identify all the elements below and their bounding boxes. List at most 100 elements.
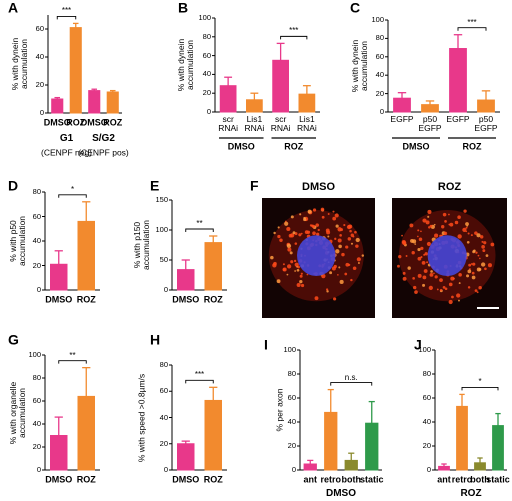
x-tick-label: DMSO — [172, 474, 200, 485]
organelle-dot — [311, 224, 315, 229]
bar — [77, 395, 95, 471]
y-tick-label: 20 — [202, 88, 211, 98]
error-bar — [250, 92, 259, 100]
significance-bracket — [185, 379, 214, 384]
x-tick-label: p50 EGFP — [474, 114, 498, 133]
organelle-dot — [444, 220, 447, 223]
x-tick-label: Lis1 RNAi — [244, 114, 265, 133]
y-axis-label: % per axon — [274, 388, 285, 432]
organelle-dot — [425, 220, 430, 225]
y-tick-label: 100 — [371, 15, 384, 25]
error-bar — [477, 457, 483, 463]
organelle-dot — [352, 266, 357, 271]
organelle-dot — [467, 286, 471, 289]
organelle-dot — [428, 285, 433, 290]
organelle-dot — [471, 271, 475, 275]
bar — [272, 59, 289, 113]
nucleus — [427, 235, 467, 276]
bar — [438, 465, 450, 471]
group-note: (CENPF pos) — [78, 147, 129, 158]
organelle-dot — [429, 272, 434, 277]
y-tick-label: 100 — [418, 345, 431, 355]
organelle-dot — [430, 270, 433, 273]
organelle-dot — [485, 254, 489, 258]
organelle-dot — [357, 262, 360, 264]
organelle-dot — [296, 268, 300, 272]
error-bar — [441, 463, 447, 467]
organelle-dot — [468, 263, 472, 267]
y-tick-label: 40 — [287, 417, 296, 427]
error-bar — [72, 22, 79, 28]
error-bar — [181, 259, 190, 270]
y-tick-label: 60 — [35, 24, 44, 34]
organelle-dot — [286, 273, 289, 276]
organelle-dot — [277, 234, 281, 239]
organelle-dot — [317, 228, 320, 232]
significance-bracket — [58, 194, 87, 198]
x-tick-label: static — [486, 474, 510, 485]
error-bar — [209, 386, 218, 401]
organelle-dot — [405, 255, 408, 257]
organelle-dot — [350, 242, 354, 245]
y-tick-label: 80 — [159, 360, 168, 370]
bar — [477, 99, 495, 113]
organelle-dot — [434, 275, 438, 279]
error-bar — [453, 34, 463, 49]
organelle-dot — [343, 223, 346, 227]
organelle-dot — [414, 243, 417, 245]
panel-letter: F — [250, 177, 259, 194]
organelle-dot — [290, 260, 294, 264]
organelle-dot — [306, 273, 309, 276]
y-tick-label: 40 — [159, 412, 168, 422]
bar — [449, 48, 467, 113]
y-tick-label: 100 — [198, 13, 211, 23]
y-tick-label: 0 — [36, 465, 41, 475]
organelle-dot — [458, 282, 461, 285]
organelle-dot — [476, 267, 481, 272]
organelle-dot — [471, 275, 476, 280]
organelle-dot — [277, 226, 280, 229]
organelle-dot — [412, 277, 415, 280]
y-tick-label: 60 — [159, 386, 168, 396]
x-tick-label: ROZ — [66, 117, 86, 128]
organelle-dot — [315, 223, 320, 227]
organelle-dot — [339, 279, 344, 285]
organelle-dot — [487, 263, 492, 268]
x-tick-label: ant — [437, 474, 451, 485]
error-bar — [368, 400, 375, 424]
organelle-dot — [327, 213, 330, 215]
bar — [219, 85, 237, 113]
group-note: (CENPF neg) — [40, 147, 93, 158]
y-axis-label: % with speed >0.8µm/s — [136, 373, 147, 462]
organelle-dot — [314, 296, 319, 301]
organelle-dot — [335, 249, 340, 254]
organelle-dot — [402, 276, 407, 281]
organelle-dot — [326, 290, 329, 293]
error-bar — [459, 393, 465, 407]
organelle-dot — [439, 289, 443, 292]
organelle-dot — [443, 231, 448, 236]
organelle-dot — [427, 209, 432, 215]
group-label: S/G2 — [92, 132, 115, 144]
organelle-dot — [469, 268, 471, 270]
bar — [298, 93, 316, 113]
bar — [492, 425, 504, 471]
x-tick-label: static — [359, 474, 384, 485]
organelle-dot — [349, 229, 352, 233]
y-tick-label: 80 — [422, 369, 431, 379]
organelle-dot — [402, 271, 406, 275]
organelle-dot — [458, 273, 462, 277]
panel-letter: A — [8, 0, 19, 16]
significance-bracket — [330, 382, 373, 386]
organelle-dot — [467, 232, 470, 235]
organelle-dot — [414, 290, 418, 294]
bar — [344, 459, 358, 471]
organelle-dot — [450, 276, 455, 281]
organelle-dot — [299, 280, 303, 284]
organelle-dot — [297, 265, 300, 269]
organelle-dot — [296, 266, 298, 268]
y-tick-label: 0 — [379, 107, 384, 117]
organelle-dot — [344, 272, 348, 276]
y-axis-label: % with organelle accumulation — [8, 381, 27, 444]
